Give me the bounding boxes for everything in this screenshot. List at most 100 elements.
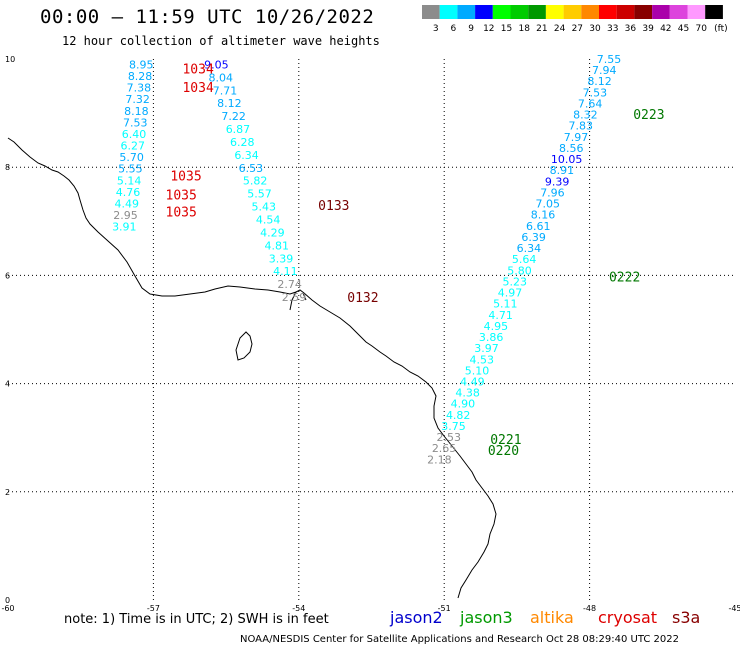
altimeter-tracks: 8.958.287.387.328.187.536.406.275.705.55…	[112, 53, 621, 466]
wave-height-value: 5.23	[502, 275, 527, 288]
legend-tick-label: 21	[536, 24, 547, 34]
wave-height-value: 7.94	[592, 64, 617, 77]
wave-height-value: 8.18	[124, 105, 149, 118]
satellite-altika: altika	[530, 608, 574, 627]
pass-time-labels: 1034 1034 1035 1035 1035 0133 0132 0223 0222 0221…	[166, 63, 665, 459]
legend-tick-label: 70	[695, 24, 707, 34]
wave-height-value: 5.64	[512, 253, 537, 266]
wave-height-value: 4.49	[460, 375, 485, 388]
wave-height-value: 5.57	[247, 188, 272, 201]
wave-height-value: 9.05	[204, 58, 229, 71]
pass-time-label: 1035	[166, 206, 197, 221]
wave-height-value: 4.71	[488, 309, 513, 322]
legend-swatch	[616, 5, 635, 19]
legend-unit: (ft)	[714, 24, 728, 34]
wave-height-value: 8.95	[129, 58, 154, 71]
wave-height-value: 6.61	[526, 220, 551, 233]
footer-note: note: 1) Time is in UTC; 2) SWH is in fe…	[64, 612, 329, 627]
legend-tick-label: 27	[572, 24, 583, 34]
legend-swatch	[669, 5, 688, 19]
legend-swatch	[634, 5, 653, 19]
legend-tick-label: 24	[554, 24, 566, 34]
wave-height-value: 4.76	[116, 186, 141, 199]
legend-tick-label: 6	[451, 24, 457, 34]
wave-height-value: 10.05	[551, 153, 583, 166]
map-subtitle: 12 hour collection of altimeter wave hei…	[62, 34, 380, 48]
wave-height-value: 4.53	[470, 353, 495, 366]
legend-swatch	[563, 5, 582, 19]
y-tick-label: 2	[5, 488, 10, 497]
wave-height-value: 5.80	[507, 264, 532, 277]
wave-height-value: 2.53	[437, 431, 462, 444]
pass-time-label: 1034	[182, 81, 213, 96]
wave-height-value: 2.95	[113, 209, 138, 222]
x-tick-label: -54	[292, 604, 305, 613]
satellite-cryosat: cryosat	[598, 608, 658, 627]
pass-time-label: 0132	[347, 291, 378, 306]
wave-height-value: 7.64	[578, 97, 603, 110]
pass-time-label: 1035	[166, 188, 197, 203]
wave-height-value: 2.74	[277, 278, 302, 291]
wave-height-value: 5.43	[252, 201, 277, 214]
pass-time-label: 0223	[633, 108, 664, 123]
pass-time-label: 0220	[488, 444, 519, 459]
y-tick-label: 10	[5, 55, 15, 64]
wave-height-value: 9.39	[545, 175, 570, 188]
wave-height-value: 7.97	[564, 131, 589, 144]
wave-height-value: 2.18	[427, 453, 452, 466]
wave-height-value: 2.59	[282, 291, 307, 304]
wave-height-value: 7.53	[583, 86, 608, 99]
legend-swatch	[652, 5, 670, 19]
wave-height-value: 8.91	[550, 164, 575, 177]
wave-height-value: 5.14	[117, 174, 142, 187]
legend-tick-label: 12	[483, 24, 494, 34]
wave-height-value: 5.11	[493, 298, 518, 311]
wave-height-value: 4.90	[451, 398, 476, 411]
satellite-jason3: jason3	[460, 608, 513, 627]
wave-height-value: 3.97	[474, 342, 499, 355]
wave-height-value: 3.91	[112, 221, 137, 234]
wave-height-value: 4.81	[264, 239, 289, 252]
wave-height-value: 5.70	[119, 151, 144, 164]
pass-time-label: 0222	[609, 270, 640, 285]
x-tick-label: -48	[583, 604, 596, 613]
legend-swatch	[545, 5, 564, 19]
wave-height-value: 6.39	[521, 231, 546, 244]
river-delta	[289, 291, 307, 311]
pass-time-label: 1034	[182, 63, 213, 78]
legend-tick-label: 9	[468, 24, 474, 34]
satellite-jason2: jason2	[390, 608, 443, 627]
y-tick-label: 0	[5, 596, 10, 605]
legend-tick-label: 30	[589, 24, 601, 34]
wave-height-value: 2.65	[432, 442, 457, 455]
wave-height-value: 6.53	[239, 162, 264, 175]
wave-height-value: 4.29	[260, 226, 285, 239]
x-tick-label: -51	[438, 604, 451, 613]
credit-line: NOAA/NESDIS Center for Satellite Applica…	[240, 634, 679, 645]
coastline-south-america	[7, 137, 497, 599]
pass-time-label: 0133	[318, 199, 349, 214]
wave-height-value: 8.32	[573, 109, 598, 122]
wave-height-value: 6.27	[121, 140, 146, 153]
wave-height-value: 8.56	[559, 142, 584, 155]
legend-swatch	[492, 5, 511, 19]
legend-tick-label: 18	[518, 24, 530, 34]
wave-height-value: 5.82	[243, 175, 268, 188]
island	[235, 331, 253, 361]
wave-height-value: 5.55	[118, 163, 143, 176]
legend-swatch	[510, 5, 529, 19]
map-grid: -60 -57 -54 -51 -48 -45 0 2 4 6 8 10	[1, 55, 740, 613]
wave-height-value: 6.87	[226, 123, 251, 136]
satellite-s3a: s3a	[672, 608, 701, 627]
legend-swatch	[439, 5, 458, 19]
wave-height-value: 7.96	[540, 186, 565, 199]
wave-height-value: 4.49	[114, 198, 139, 211]
wave-height-value: 6.34	[517, 242, 542, 255]
coastline	[7, 137, 497, 599]
wave-height-value: 3.86	[479, 331, 504, 344]
legend-swatch	[581, 5, 599, 19]
wave-height-value: 7.53	[123, 116, 148, 129]
legend-tick-label: 42	[660, 24, 671, 34]
wave-height-value: 8.16	[531, 209, 556, 222]
wave-height-value: 7.71	[213, 84, 238, 97]
